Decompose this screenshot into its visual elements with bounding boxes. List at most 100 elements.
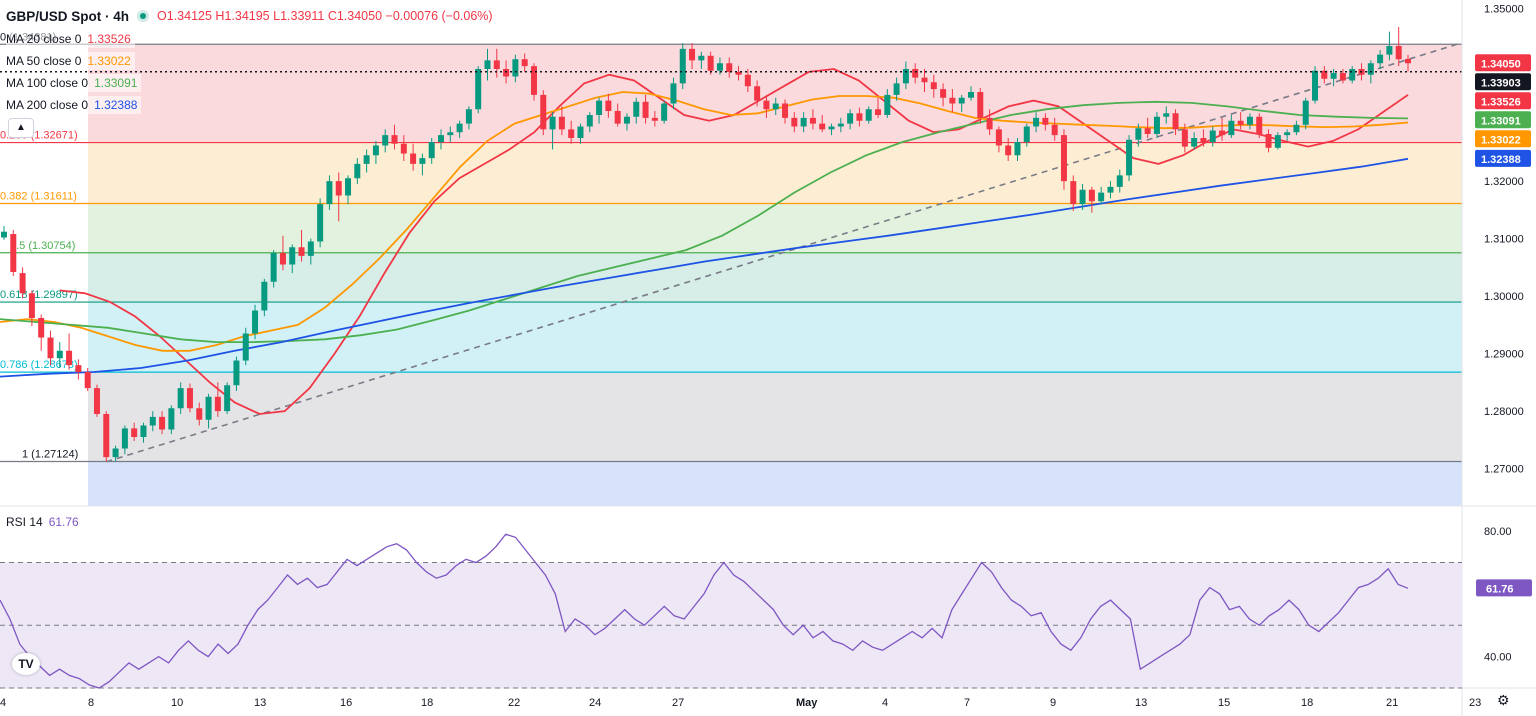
candle-body <box>1265 133 1272 148</box>
tradingview-logo[interactable]: TV <box>12 653 40 675</box>
candle-body <box>317 204 324 242</box>
ma200-legend[interactable]: MA 200 close 0 1.32388 <box>6 96 142 114</box>
candle-body <box>651 117 658 121</box>
gear-icon[interactable]: ⚙ <box>1497 692 1510 708</box>
candle-body <box>558 116 565 130</box>
candle-body <box>93 388 100 414</box>
candle-body <box>112 448 119 458</box>
rsi-label: RSI 14 <box>6 515 43 529</box>
candle-body <box>270 253 277 282</box>
fib-zone-0.786 <box>88 302 1462 373</box>
rsi-value-tag <box>1476 579 1532 597</box>
rsi-line <box>0 533 1409 689</box>
candle-body <box>967 92 974 98</box>
fib-label-1: 1 (1.27124) <box>22 448 78 460</box>
ma50-legend[interactable]: MA 50 close 0 1.33022 <box>6 52 135 70</box>
ma-line-200 <box>0 157 1409 378</box>
candle-body <box>623 116 630 124</box>
candle-body <box>242 333 249 361</box>
candle-body <box>847 113 854 124</box>
candle-body <box>428 142 435 159</box>
rsi-value-tag-label: 61.76 <box>1486 583 1514 595</box>
x-tick-label: 18 <box>421 697 433 709</box>
candle-body <box>884 94 891 115</box>
fib-zone-0.236 <box>88 44 1462 143</box>
price-tag-label: 1.33526 <box>1481 96 1521 108</box>
candle-body <box>1377 54 1384 64</box>
rsi-legend[interactable]: RSI 14 61.76 <box>6 515 79 529</box>
candle-body <box>214 396 221 412</box>
change-value: −0.00076 (−0.06%) <box>385 9 493 23</box>
x-tick-label: 8 <box>88 697 94 709</box>
candle-body <box>856 113 863 121</box>
candle-body <box>233 360 240 386</box>
candle-body <box>1330 73 1337 79</box>
symbol-title[interactable]: GBP/USD Spot · 4h <box>6 8 130 24</box>
candle-body <box>958 97 965 104</box>
candle-body <box>1051 124 1058 136</box>
candle-body <box>298 247 305 256</box>
x-tick-label: 24 <box>589 697 601 709</box>
candle-body <box>400 143 407 154</box>
y-tick-label: 1.27000 <box>1484 464 1524 476</box>
candle-body <box>819 123 826 130</box>
candle-body <box>1302 100 1309 125</box>
candle-body <box>1116 175 1123 187</box>
y-tick-label: 1.28000 <box>1484 406 1524 418</box>
candle-body <box>1367 63 1374 75</box>
candle-body <box>1144 128 1151 134</box>
candle-body <box>1107 186 1114 193</box>
x-tick-label: 21 <box>1386 697 1398 709</box>
candle-body <box>782 103 789 118</box>
candle-body <box>995 129 1002 146</box>
candle-body <box>205 396 212 420</box>
candle-body <box>828 126 835 130</box>
candle-body <box>540 94 547 130</box>
x-tick-label: 16 <box>340 697 352 709</box>
candle-body <box>642 101 649 118</box>
candle-body <box>698 55 705 61</box>
candle-body <box>1312 70 1319 101</box>
candle-body <box>475 69 482 110</box>
candle-body <box>484 60 491 69</box>
price-tag <box>1475 54 1531 72</box>
high-value: H1.34195 <box>215 9 270 23</box>
candle-body <box>1098 192 1105 202</box>
candle-body <box>791 117 798 127</box>
candle-body <box>707 55 714 71</box>
x-tick-label: 4 <box>0 697 6 709</box>
price-tag-label: 1.33091 <box>1481 115 1521 127</box>
candle-body <box>549 116 556 130</box>
x-tick-label: 15 <box>1218 697 1230 709</box>
price-tag <box>1475 111 1531 129</box>
rsi-y-tick-label: 80.00 <box>1484 526 1512 538</box>
chevron-up-icon[interactable]: ▲ <box>8 118 34 138</box>
candle-body <box>1163 113 1170 117</box>
y-tick-label: 1.31000 <box>1484 234 1524 246</box>
candle-body <box>1126 139 1133 176</box>
candle-body <box>614 110 621 124</box>
y-tick-label: 1.30000 <box>1484 291 1524 303</box>
price-tag <box>1475 73 1531 91</box>
x-tick-label: 22 <box>508 697 520 709</box>
candle-body <box>75 365 82 373</box>
candle-body <box>168 408 175 430</box>
candle-body <box>149 416 156 426</box>
candle-body <box>605 100 612 111</box>
open-value: O1.34125 <box>157 9 212 23</box>
candle-body <box>186 388 193 409</box>
candle-body <box>735 71 742 75</box>
candle-body <box>763 100 770 110</box>
candle-body <box>875 109 882 115</box>
candle-body <box>689 48 696 61</box>
candle-body <box>530 66 537 95</box>
candle-body <box>289 247 296 265</box>
ma100-legend[interactable]: MA 100 close 0 1.33091 <box>6 74 142 92</box>
ohlc-values: O1.34125 H1.34195 L1.33911 C1.34050 −0.0… <box>157 9 493 23</box>
candle-body <box>716 63 723 71</box>
candle-body <box>921 77 928 83</box>
rsi-value: 61.76 <box>48 515 79 529</box>
x-tick-label: May <box>796 697 818 709</box>
market-status-icon <box>137 10 150 22</box>
ma20-legend[interactable]: MA 20 close 0 1.33526 <box>6 30 135 48</box>
